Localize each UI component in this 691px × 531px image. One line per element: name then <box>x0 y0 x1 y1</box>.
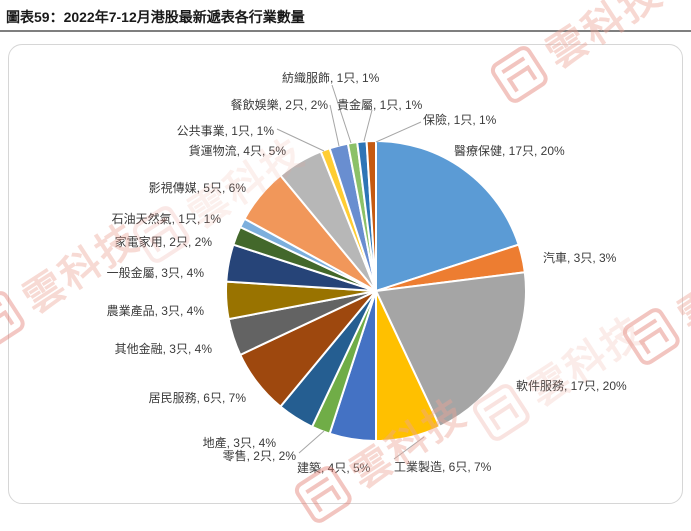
leader-line-餐飲娛樂 <box>329 104 340 147</box>
pie-slice-軟件服務 <box>374 271 527 429</box>
leader-line-紡織服飾 <box>331 84 352 144</box>
leader-line-保險 <box>375 121 422 143</box>
leader-line-零售 <box>298 430 325 454</box>
leader-line-公共事業 <box>276 128 325 152</box>
leader-line-貴金屬 <box>363 109 373 142</box>
title-divider <box>0 30 691 32</box>
figure-title: 圖表59：2022年7-12月港股最新遞表各行業數量 <box>6 9 305 25</box>
pie-slice-保險 <box>365 139 377 292</box>
leader-line-工業製造 <box>393 436 425 460</box>
report-figure-page: { "page": { "title": "圖表59：2022年7-12月港股最… <box>0 0 691 513</box>
pie-slice-醫療保健 <box>375 139 520 293</box>
pie-chart <box>225 84 527 460</box>
